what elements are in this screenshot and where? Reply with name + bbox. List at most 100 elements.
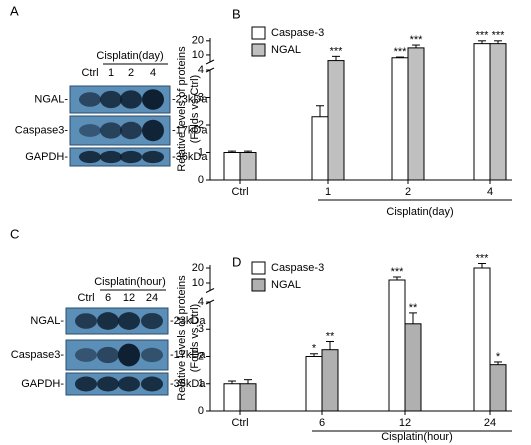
band [75, 348, 97, 362]
bar [327, 60, 345, 181]
bar [239, 383, 257, 412]
y-tick-label: 10 [192, 277, 204, 289]
band [141, 347, 163, 363]
row-label: Caspase3- [15, 124, 69, 136]
band [79, 150, 101, 164]
band [100, 122, 122, 139]
lane-label: 2 [128, 67, 134, 79]
size-label: -23kDa [170, 315, 206, 327]
band [118, 312, 140, 330]
significance-label: * [312, 343, 317, 355]
x-tick-label: 24 [484, 417, 496, 429]
legend-swatch [251, 26, 266, 40]
band [75, 313, 97, 329]
y-axis-label: (Folds vs.Ctrl) [189, 304, 201, 372]
band [79, 124, 101, 137]
size-label: -17kDa [172, 124, 208, 136]
band [118, 343, 140, 367]
panel-letter: D [232, 254, 241, 269]
x-tick-label: 4 [487, 186, 493, 198]
band [97, 376, 119, 392]
size-label: -23kDa [172, 93, 208, 105]
bar [305, 356, 323, 412]
y-tick-label: 0 [198, 174, 204, 186]
treatment-label: Cisplatin(hour) [94, 276, 166, 288]
x-axis-label: Cisplatin(hour) [381, 431, 453, 443]
band [79, 92, 101, 107]
row-label: NGAL- [30, 315, 64, 327]
x-tick-label: 6 [319, 417, 325, 429]
legend-swatch [251, 43, 266, 57]
lane-label: Ctrl [81, 67, 98, 79]
x-axis-label: Cisplatin(day) [386, 206, 453, 218]
axis-break [205, 59, 215, 65]
panel-letter: B [232, 6, 241, 21]
band [120, 121, 142, 140]
y-tick-label: 20 [192, 262, 204, 274]
legend-label: Caspase-3 [271, 262, 324, 274]
y-tick-label: 1 [198, 146, 204, 158]
panel-letter: C [10, 226, 19, 241]
significance-label: ** [326, 330, 335, 342]
y-axis-label: Relative levels of proteins [176, 46, 188, 172]
axis-break [205, 67, 215, 73]
legend-swatch [251, 261, 266, 275]
panel-letter: A [10, 3, 19, 18]
significance-label: ** [409, 302, 418, 314]
y-tick-label: 4 [198, 64, 204, 76]
band [100, 90, 122, 109]
x-tick-label: 2 [405, 186, 411, 198]
bar [473, 43, 491, 181]
bar [239, 152, 257, 181]
size-label: -36kDa [170, 378, 206, 390]
y-tick-label: 3 [198, 323, 204, 335]
band [142, 89, 164, 110]
y-tick-label: 4 [198, 296, 204, 308]
lane-label: Ctrl [77, 292, 94, 304]
treatment-label: Cisplatin(day) [96, 50, 163, 62]
bar [311, 116, 329, 181]
bar [404, 323, 422, 412]
legend-swatch [251, 278, 266, 292]
legend-label: NGAL [271, 44, 301, 56]
x-tick-label: Ctrl [231, 186, 248, 198]
bar [391, 57, 409, 181]
legend-label: Caspase-3 [271, 27, 324, 39]
row-label: Caspase3- [11, 349, 65, 361]
band [120, 150, 142, 164]
x-tick-label: 1 [325, 186, 331, 198]
axis-break [205, 299, 215, 305]
band [120, 90, 142, 109]
lane-label: 6 [105, 292, 111, 304]
bar [407, 47, 425, 181]
y-axis-label: (Folds vs.Ctrl) [189, 75, 201, 143]
lane-label: 1 [108, 67, 114, 79]
band [141, 312, 163, 330]
row-label: GAPDH- [21, 378, 64, 390]
lane-label: 4 [150, 67, 156, 79]
y-tick-label: 2 [198, 350, 204, 362]
band [142, 119, 164, 142]
bar [388, 279, 406, 412]
bar [223, 152, 241, 181]
lane-label: 12 [123, 292, 135, 304]
band [118, 376, 140, 392]
y-tick-label: 20 [192, 35, 204, 47]
row-label: NGAL- [34, 93, 68, 105]
significance-label: *** [410, 34, 424, 46]
axis-break [205, 288, 215, 293]
bar [489, 43, 507, 181]
band [75, 376, 97, 392]
bar [489, 364, 507, 412]
significance-label: * [496, 351, 501, 363]
y-tick-label: 3 [198, 91, 204, 103]
row-label: GAPDH- [25, 151, 68, 163]
x-tick-label: Ctrl [231, 417, 248, 429]
lane-label: 24 [146, 292, 158, 304]
y-tick-label: 2 [198, 119, 204, 131]
significance-label: *** [391, 266, 405, 278]
y-tick-label: 1 [198, 378, 204, 390]
x-tick-label: 12 [399, 417, 411, 429]
legend-label: NGAL [271, 279, 301, 291]
